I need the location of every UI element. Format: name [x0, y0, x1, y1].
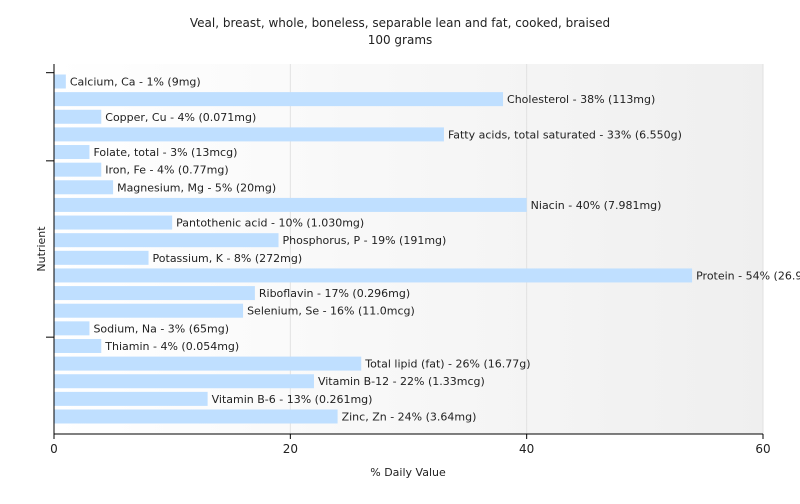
bar-label: Folate, total - 3% (13mcg): [93, 146, 237, 159]
bar-label: Thiamin - 4% (0.054mg): [104, 340, 239, 353]
bar: [54, 303, 244, 318]
bar-label: Niacin - 40% (7.981mg): [531, 199, 662, 212]
bar: [54, 233, 279, 248]
bars-group: [54, 74, 693, 424]
bar: [54, 409, 338, 424]
bar-label: Cholesterol - 38% (113mg): [507, 93, 655, 106]
bar: [54, 215, 173, 230]
bar-label: Pantothenic acid - 10% (1.030mg): [176, 217, 364, 230]
bar: [54, 268, 693, 283]
y-axis-label: Nutrient: [35, 226, 48, 272]
bar-label: Iron, Fe - 4% (0.77mg): [105, 164, 228, 177]
axes: [53, 64, 763, 435]
bar-label: Riboflavin - 17% (0.296mg): [259, 287, 410, 300]
bar: [54, 250, 149, 265]
bar-label: Sodium, Na - 3% (65mg): [93, 322, 229, 335]
bar: [54, 74, 66, 89]
bar-label: Zinc, Zn - 24% (3.64mg): [342, 411, 477, 424]
y-ticks-group: [46, 72, 54, 338]
bar: [54, 338, 102, 353]
x-ticks-group: 0 20 40 60: [50, 434, 771, 456]
x-tick-label: 60: [755, 442, 770, 456]
bar: [54, 92, 504, 107]
gridlines: [289, 64, 764, 434]
bar-label: Fatty acids, total saturated - 33% (6.55…: [448, 128, 682, 141]
x-tick-label: 20: [283, 442, 298, 456]
chart-subtitle: 100 grams: [368, 33, 433, 47]
x-tick-label: 40: [519, 442, 534, 456]
bar: [54, 356, 362, 371]
bar: [54, 286, 255, 301]
bar-label: Phosphorus, P - 19% (191mg): [283, 234, 447, 247]
bar-label: Vitamin B-12 - 22% (1.33mcg): [318, 375, 485, 388]
bar-label: Selenium, Se - 16% (11.0mcg): [247, 305, 415, 318]
bar: [54, 109, 102, 124]
bar-label: Protein - 54% (26.97g): [696, 269, 800, 282]
bar: [54, 391, 208, 406]
x-tick-label: 0: [50, 442, 58, 456]
bar-label: Total lipid (fat) - 26% (16.77g): [364, 358, 530, 371]
bar: [54, 180, 114, 195]
bar-labels-group: Calcium, Ca - 1% (9mg) Cholesterol - 38% …: [70, 76, 800, 424]
bar-label: Copper, Cu - 4% (0.071mg): [105, 111, 256, 124]
bar: [54, 321, 90, 336]
x-axis-label: % Daily Value: [370, 466, 446, 479]
bar: [54, 127, 444, 142]
bar: [54, 162, 102, 177]
chart-title: Veal, breast, whole, boneless, separable…: [190, 16, 610, 30]
bar: [54, 374, 314, 389]
bar: [54, 145, 90, 160]
bar-label: Vitamin B-6 - 13% (0.261mg): [212, 393, 373, 406]
bar-label: Potassium, K - 8% (272mg): [153, 252, 303, 265]
bar: [54, 197, 527, 212]
plot-area: [54, 64, 763, 434]
bar-label: Calcium, Ca - 1% (9mg): [70, 76, 201, 89]
bar-label: Magnesium, Mg - 5% (20mg): [117, 181, 276, 194]
